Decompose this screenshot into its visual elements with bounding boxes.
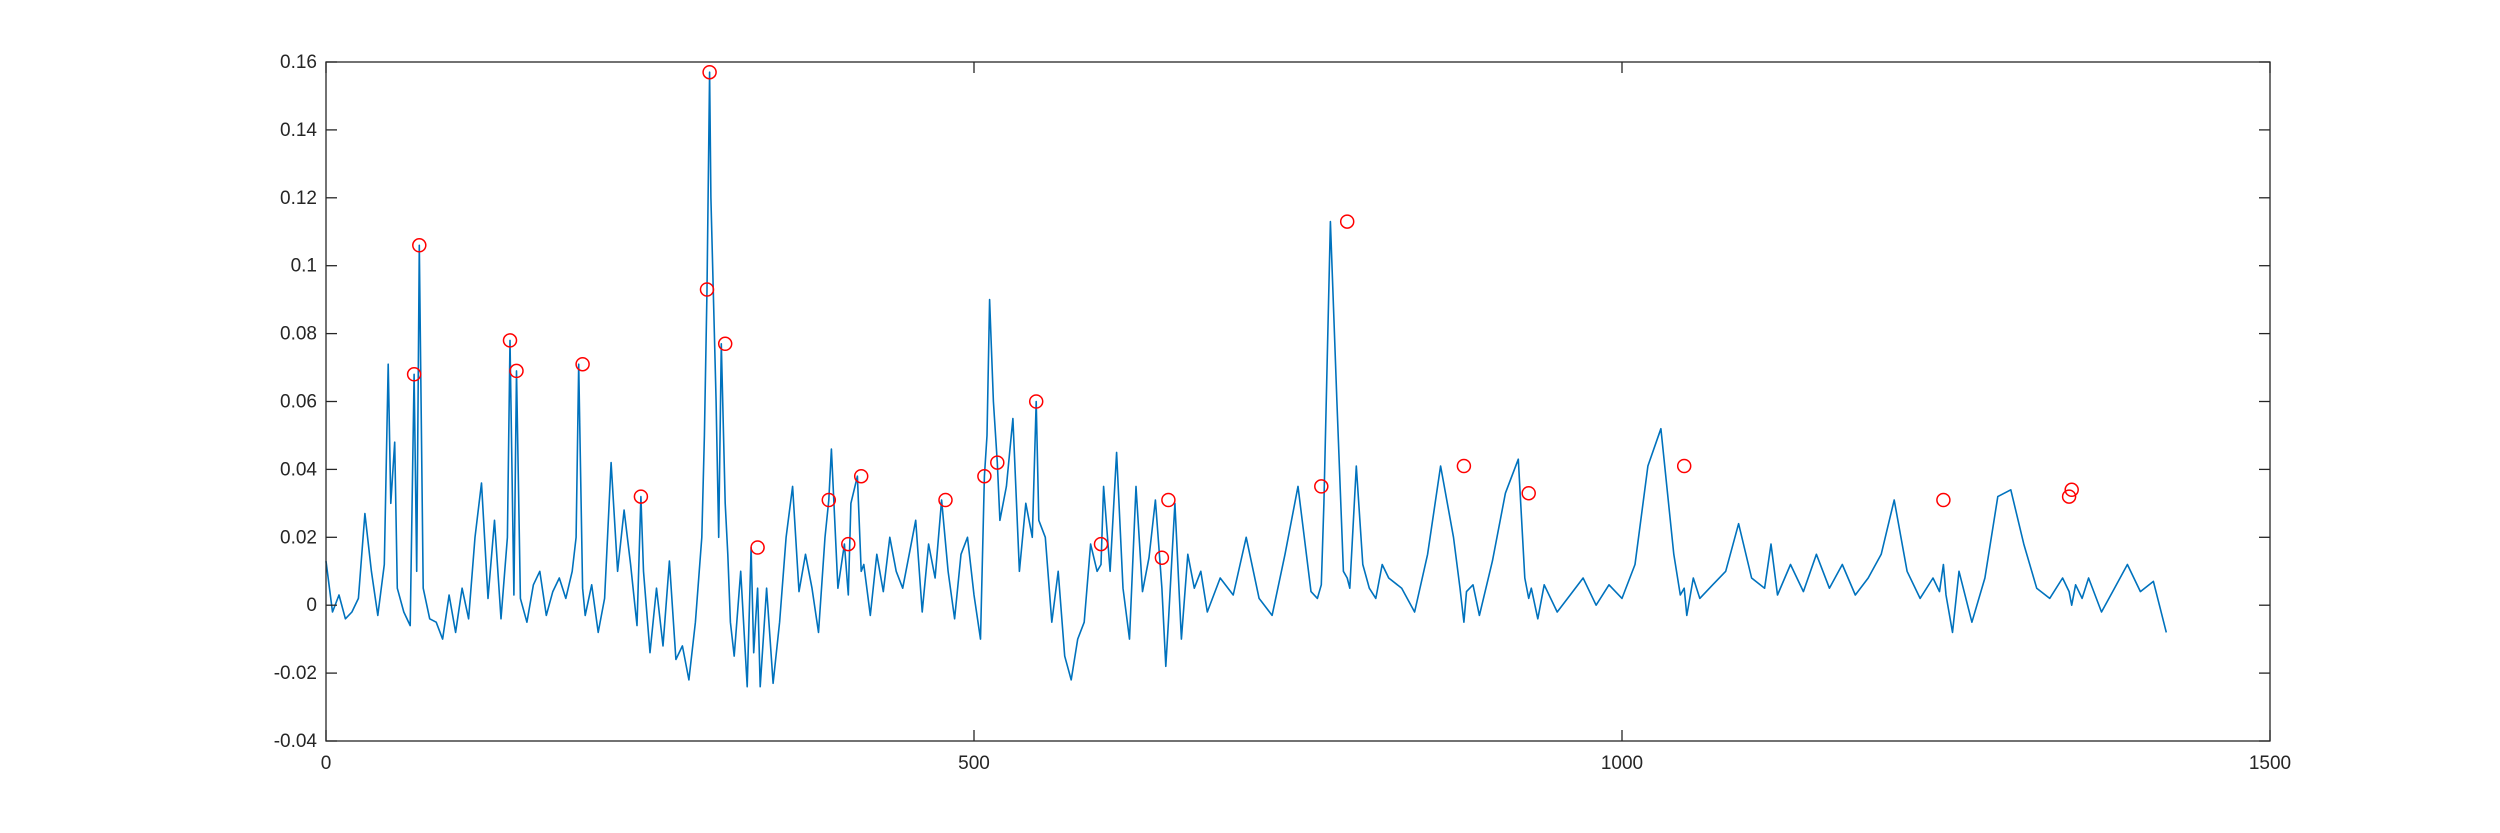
peak-marker [502,333,518,348]
x-tick-label: 500 [958,753,990,774]
peak-marker [821,492,837,508]
peak-marker [1314,479,1329,494]
series-layer [325,71,2168,688]
y-tick-label: 0.02 [280,527,317,548]
peak-marker [1093,536,1109,552]
peak-marker [1028,394,1044,409]
peak-marker [841,536,856,552]
peak-marker [412,238,427,253]
peak-marker [633,489,649,504]
y-tick-label: 0.16 [280,52,317,73]
y-tick-label: -0.02 [274,663,317,684]
peak-marker [990,455,1005,470]
peak-marker [750,540,765,555]
peak-marker [2061,489,2077,504]
x-tick-label: 1000 [1601,753,1643,774]
peak-marker [702,64,717,80]
y-tick-label: 0.14 [280,120,317,141]
peak-marker [1456,458,1472,474]
peak-marker [575,356,590,372]
y-tick-label: 0.04 [280,459,317,480]
peak-marker [853,468,869,484]
peak-marker [699,282,715,297]
ticks-layer: 0 500 1000 1500 -0.04 -0.02 0 0.02 0.04 0.06 0.08 0… [274,52,2291,774]
peak-marker [1339,214,1355,229]
x-tick-label: 1500 [2249,753,2291,774]
peak-marker [1676,458,1692,474]
series-line-signal [325,71,2168,688]
y-tick-label: -0.04 [274,731,318,752]
peak-marker [1154,550,1170,565]
peak-marker [938,492,953,508]
peak-marker [1936,492,1951,508]
peak-marker [1521,485,1536,501]
peak-marker [2064,482,2079,498]
peak-marker [977,468,992,484]
peaks-layer [406,64,2079,565]
y-tick-label: 0 [306,595,317,616]
peak-marker [717,336,733,352]
y-tick-label: 0.12 [280,188,317,209]
y-tick-label: 0.06 [280,392,317,413]
y-tick-label: 0.1 [291,256,317,277]
y-tick-label: 0.08 [280,324,317,345]
peak-marker [1161,492,1176,508]
peak-marker [509,363,524,379]
x-tick-label: 0 [321,753,332,774]
peak-marker [406,367,422,382]
